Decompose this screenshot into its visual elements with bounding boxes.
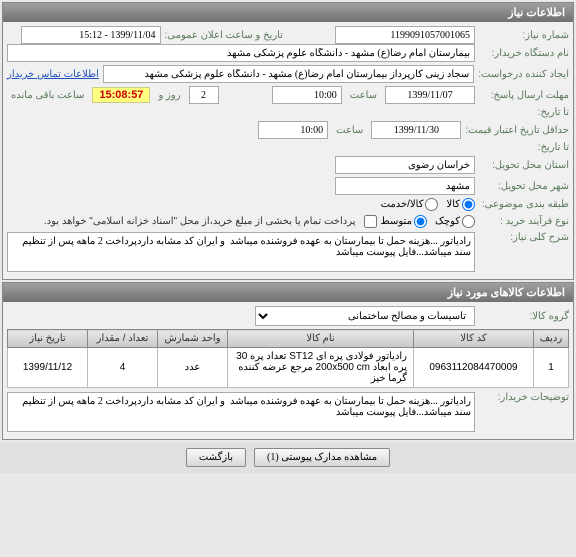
from-label-2: تا تاریخ: <box>479 142 569 153</box>
province-label: استان محل تحویل: <box>479 160 569 171</box>
city-field[interactable] <box>335 177 475 195</box>
validity-time[interactable] <box>258 121 328 139</box>
goods-info-header: اطلاعات کالاهای مورد نیاز <box>3 283 573 302</box>
announce-label: تاریخ و ساعت اعلان عمومی: <box>165 30 284 41</box>
view-attachments-button[interactable]: مشاهده مدارک پیوستی (1) <box>254 448 390 467</box>
proc-small-radio[interactable]: کوچک <box>435 215 475 228</box>
days-field <box>189 86 219 104</box>
cell-n: 1 <box>534 348 569 388</box>
deadline-label: مهلت ارسال پاسخ: <box>479 90 569 101</box>
deadline-time[interactable] <box>272 86 342 104</box>
goods-radio[interactable]: کالا <box>446 198 475 211</box>
validity-date[interactable] <box>371 121 461 139</box>
cell-date: 1399/11/12 <box>8 348 88 388</box>
need-no-label: شماره نیاز: <box>479 30 569 41</box>
group-label: گروه کالا: <box>479 311 569 322</box>
countdown-timer: 15:08:57 <box>92 87 150 103</box>
creator-field[interactable] <box>103 65 474 83</box>
from-label: تا تاریخ: <box>479 107 569 118</box>
need-no-field[interactable] <box>335 26 475 44</box>
col-qty: تعداد / مقدار <box>88 330 158 348</box>
cell-name: رادیاتور فولادی پره ای ST12 تعداد پره 30… <box>228 348 414 388</box>
needs-info-header: اطلاعات نیاز <box>3 3 573 22</box>
city-label: شهر محل تحویل: <box>479 181 569 192</box>
buyer-notes-textarea[interactable] <box>7 392 475 432</box>
cell-qty: 4 <box>88 348 158 388</box>
creator-label: ایجاد کننده درخواست: <box>478 69 569 80</box>
cell-unit: عدد <box>158 348 228 388</box>
budget-label: طبقه بندی موضوعی: <box>479 199 569 210</box>
buyer-name-label: نام دستگاه خریدار: <box>479 48 569 59</box>
service-radio[interactable]: کالا/خدمت <box>381 198 439 211</box>
goods-radio-label: کالا <box>446 199 460 210</box>
col-date: تاریخ نیاز <box>8 330 88 348</box>
proc-note: پرداخت تمام یا بخشی از مبلغ خرید،از محل … <box>40 214 360 229</box>
buyer-name-field[interactable] <box>7 44 475 62</box>
days-label: روز و <box>154 90 184 101</box>
col-code: کد کالا <box>414 330 534 348</box>
table-row[interactable]: 1 0963112084470009 رادیاتور فولادی پره ا… <box>8 348 569 388</box>
group-select[interactable]: تاسیسات و مصالح ساختمانی <box>255 306 475 326</box>
col-row: ردیف <box>534 330 569 348</box>
service-radio-label: کالا/خدمت <box>381 199 424 210</box>
deadline-date[interactable] <box>385 86 475 104</box>
back-button[interactable]: بازگشت <box>186 448 246 467</box>
validity-label: حداقل تاریخ اعتبار قیمت: <box>465 125 569 136</box>
announce-field[interactable] <box>21 26 161 44</box>
proc-medium-label: متوسط <box>381 216 412 227</box>
desc-textarea[interactable] <box>7 232 475 272</box>
treasury-checkbox[interactable] <box>364 215 377 228</box>
province-field[interactable] <box>335 156 475 174</box>
buyer-notes-label: توضیحات خریدار: <box>479 392 569 403</box>
proc-label: نوع فرآیند خرید : <box>479 216 569 227</box>
time-label-2: ساعت <box>332 125 367 136</box>
time-label-1: ساعت <box>346 90 381 101</box>
contact-link[interactable]: اطلاعات تماس خریدار <box>7 69 99 80</box>
desc-label: شرح کلی نیاز: <box>479 232 569 243</box>
remain-label: ساعت باقی مانده <box>7 90 88 101</box>
goods-table: ردیف کد کالا نام کالا واحد شمارش تعداد /… <box>7 329 569 388</box>
proc-small-label: کوچک <box>435 216 460 227</box>
proc-medium-radio[interactable]: متوسط <box>381 215 427 228</box>
col-name: نام کالا <box>228 330 414 348</box>
cell-code: 0963112084470009 <box>414 348 534 388</box>
table-header-row: ردیف کد کالا نام کالا واحد شمارش تعداد /… <box>8 330 569 348</box>
col-unit: واحد شمارش <box>158 330 228 348</box>
